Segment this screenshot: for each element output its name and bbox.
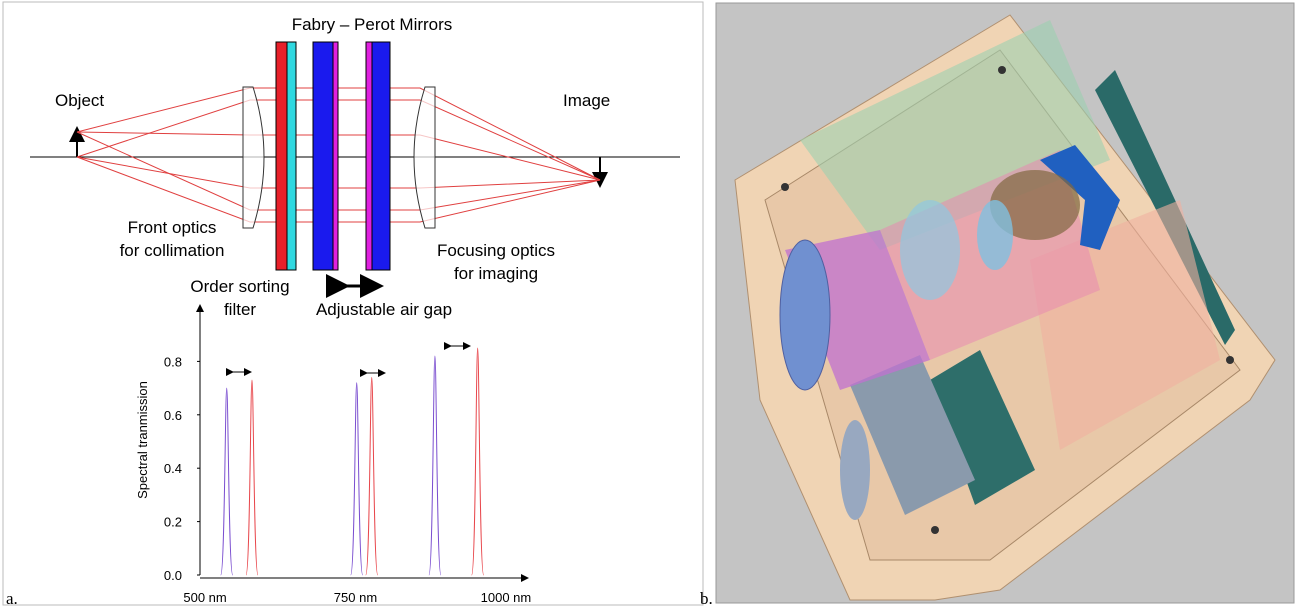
transmission-peak bbox=[472, 348, 484, 575]
diagram-title: Fabry – Perot Mirrors bbox=[292, 15, 453, 34]
focusing-optics-label: for imaging bbox=[454, 264, 538, 283]
transmission-peak bbox=[246, 380, 258, 575]
panel-label: b. bbox=[700, 589, 713, 608]
focusing-optics-label: Focusing optics bbox=[437, 241, 555, 260]
y-tick-label: 0.6 bbox=[164, 408, 182, 423]
transmission-peak bbox=[221, 388, 233, 575]
spectrum-chart: Spectral tranmission 0.0 0.2 0.4 0.6 0.8 500 … bbox=[135, 308, 531, 605]
transmission-peak bbox=[429, 356, 441, 575]
x-tick-label: 1000 nm bbox=[481, 590, 532, 605]
front-optics-label: for collimation bbox=[120, 241, 225, 260]
front-optics-label: Front optics bbox=[128, 218, 217, 237]
transmission-peak bbox=[366, 377, 378, 575]
separation-arrows bbox=[230, 346, 467, 373]
transmission-peak bbox=[351, 383, 363, 575]
y-tick-label: 0.2 bbox=[164, 515, 182, 530]
air-gap-label: Adjustable air gap bbox=[316, 300, 452, 319]
x-tick-label: 750 nm bbox=[334, 590, 377, 605]
filter-label: Order sorting bbox=[190, 277, 289, 296]
instrument-render bbox=[716, 3, 1294, 603]
filter-label: filter bbox=[224, 300, 256, 319]
y-tick-label: 0.8 bbox=[164, 354, 182, 369]
y-axis-label: Spectral tranmission bbox=[135, 381, 150, 499]
image-label: Image bbox=[563, 91, 610, 110]
x-tick-label: 500 nm bbox=[183, 590, 226, 605]
figure: Fabry – Perot Mirrors Object Image Front… bbox=[0, 0, 1298, 608]
panel-label: a. bbox=[6, 589, 18, 608]
object-label: Object bbox=[55, 91, 104, 110]
y-tick-label: 0.0 bbox=[164, 568, 182, 583]
y-tick-label: 0.4 bbox=[164, 461, 182, 476]
